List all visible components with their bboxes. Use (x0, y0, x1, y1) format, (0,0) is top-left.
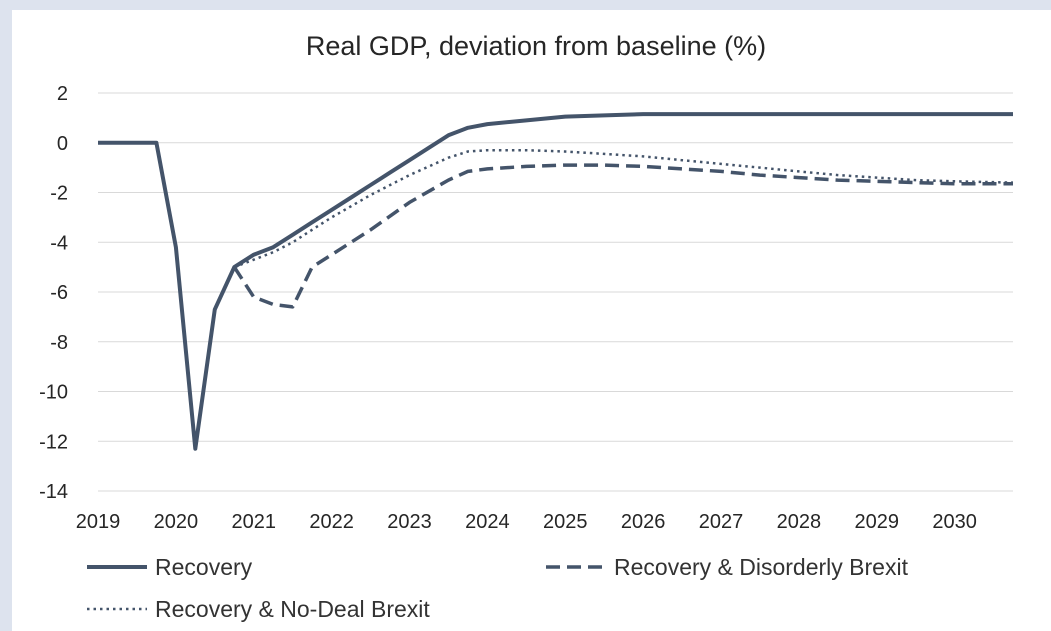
series-line-dashed (232, 163, 1013, 309)
y-tick-label: -4 (50, 232, 68, 254)
legend-label: Recovery & No-Deal Brexit (155, 596, 430, 622)
x-tick-label: 2021 (231, 511, 276, 533)
series-lines (98, 112, 1014, 451)
x-tick-label: 2027 (699, 511, 744, 533)
y-tick-label: 0 (57, 133, 68, 155)
x-tick-label: 2024 (465, 511, 510, 533)
series-line-dotted (233, 148, 1014, 269)
x-tick-label: 2029 (854, 511, 899, 533)
y-tick-label: -14 (39, 481, 68, 503)
y-tick-label: -8 (50, 332, 68, 354)
legend-label: Recovery (155, 554, 253, 580)
y-tick-label: -10 (39, 382, 68, 404)
x-tick-label: 2020 (154, 511, 199, 533)
y-tick-label: -6 (50, 282, 68, 304)
gridlines (98, 92, 1013, 492)
gdp-line-chart: Real GDP, deviation from baseline (%) 20… (39, 31, 1014, 622)
y-tick-label: -2 (50, 183, 68, 205)
x-axis-ticks: 2019 2020 2021 2022 2023 2024 2025 2026 2027 2028… (76, 511, 977, 533)
x-tick-label: 2028 (777, 511, 822, 533)
y-tick-label: -12 (39, 431, 68, 453)
x-tick-label: 2019 (76, 511, 121, 533)
x-tick-label: 2026 (621, 511, 666, 533)
x-tick-label: 2030 (932, 511, 977, 533)
legend-label: Recovery & Disorderly Brexit (614, 554, 909, 580)
chart-title: Real GDP, deviation from baseline (%) (306, 31, 766, 61)
y-tick-label: 2 (57, 83, 68, 105)
x-tick-label: 2022 (309, 511, 354, 533)
series-line-solid (98, 112, 1013, 451)
y-axis-ticks: 2 0 -2 -4 -6 -8 -10 -12 -14 (39, 83, 68, 503)
x-tick-label: 2023 (387, 511, 432, 533)
legend: Recovery Recovery & Disorderly Brexit Reco… (87, 554, 909, 622)
x-tick-label: 2025 (543, 511, 588, 533)
